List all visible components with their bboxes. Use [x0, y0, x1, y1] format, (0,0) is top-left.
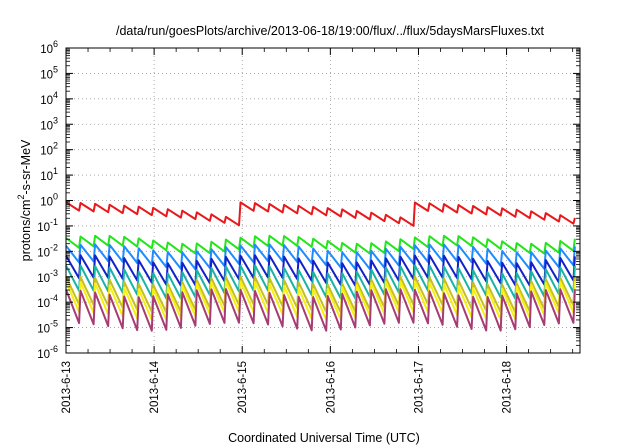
x-tick-label: 2013-6-16	[325, 361, 337, 413]
x-axis: 2013-6-13 2013-6-14 2013-6-15 2013-6-16 2013…	[61, 48, 574, 413]
series-line-2	[65, 243, 576, 271]
y-tick-label: 100	[40, 192, 58, 209]
y-tick-label: 10-1	[37, 217, 58, 234]
y-tick-label: 10-5	[37, 319, 58, 336]
y-tick-label: 105	[40, 64, 58, 81]
series-line-3	[65, 254, 576, 287]
series-line-0	[65, 201, 576, 227]
chart-title: /data/run/goesPlots/archive/2013-06-18/1…	[116, 24, 545, 38]
y-tick-label: 10-4	[37, 293, 58, 310]
y-tick-label: 106	[40, 39, 58, 56]
y-tick-label: 10-2	[37, 242, 58, 259]
series-group	[65, 201, 576, 332]
x-tick-label: 2013-6-17	[413, 361, 425, 413]
x-tick-label: 2013-6-14	[149, 360, 161, 413]
x-tick-label: 2013-6-13	[61, 361, 73, 413]
y-axis: 10-6 10-5 10-4 10-3 10-2 10-1 100 101 102 103 104 1…	[37, 39, 580, 361]
x-tick-label: 2013-6-18	[502, 361, 514, 413]
y-tick-label: 103	[40, 115, 58, 132]
x-tick-label: 2013-6-15	[237, 361, 249, 413]
y-tick-label: 101	[40, 166, 58, 183]
x-axis-label: Coordinated Universal Time (UTC)	[228, 431, 420, 445]
series-line-1	[65, 234, 576, 255]
grid	[66, 48, 580, 353]
y-tick-label: 10-3	[37, 268, 58, 285]
y-tick-label: 10-6	[37, 344, 58, 361]
y-tick-label: 102	[40, 141, 58, 158]
y-tick-label: 104	[40, 90, 58, 107]
series-line-7	[65, 288, 576, 332]
y-axis-label: protons/cm2-s-sr-MeV	[16, 139, 33, 261]
